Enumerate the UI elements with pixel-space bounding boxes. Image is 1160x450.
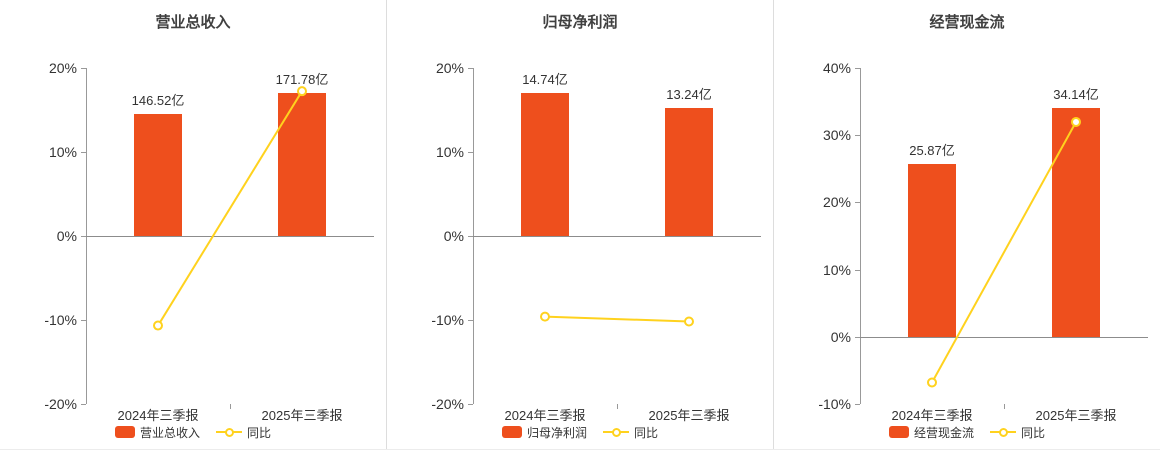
yoy-marker — [540, 311, 550, 322]
legend-label: 营业总收入 — [139, 425, 200, 440]
bar-value-label: 25.87亿 — [909, 142, 955, 158]
legend-item-bar[interactable]: 经营现金流 — [888, 424, 974, 441]
y-axis-tick-label: 10% — [822, 261, 851, 278]
legend-item-line[interactable]: 同比 — [990, 424, 1045, 441]
series-bar — [521, 93, 569, 236]
y-axis-tick — [855, 68, 860, 69]
bar-value-label: 14.74亿 — [522, 72, 568, 88]
y-axis-tick-label: 20% — [822, 194, 851, 211]
x-axis-category-label: 2024年三季报 — [504, 408, 586, 423]
legend: 营业总收入 同比 — [0, 424, 386, 440]
y-axis-tick-label: 20% — [48, 60, 77, 76]
legend-label: 同比 — [634, 425, 659, 440]
bar-value-label: 34.14亿 — [1053, 87, 1099, 103]
legend: 归母净利润 同比 — [387, 424, 773, 440]
y-axis-tick-label: -20% — [44, 396, 77, 412]
y-axis-tick-label: 0% — [443, 228, 464, 244]
yoy-marker — [927, 377, 937, 388]
y-axis-tick — [855, 404, 860, 405]
legend-item-line[interactable]: 同比 — [603, 424, 658, 441]
x-axis-category-label: 2025年三季报 — [648, 408, 730, 423]
chart-panel-2: 归母净利润 20% 10% 0% -10% -20% 14.74亿 13.24亿 2024年三季… — [386, 0, 773, 449]
y-axis-tick — [855, 135, 860, 137]
yoy-line-layer — [927, 116, 1081, 388]
legend-item-line[interactable]: 同比 — [216, 424, 271, 441]
x-axis-category-label: 2024年三季报 — [117, 408, 199, 423]
y-axis-tick — [468, 152, 473, 153]
bar-value-label: 171.78亿 — [275, 72, 329, 88]
y-axis-tick-label: -10% — [44, 312, 77, 328]
y-axis-tick-label: -20% — [431, 396, 464, 412]
y-axis-tick — [81, 404, 86, 405]
legend-label: 同比 — [1021, 425, 1046, 440]
y-axis-tick-label: 0% — [830, 328, 851, 345]
y-axis-tick — [468, 236, 473, 237]
y-axis-tick-label: -10% — [431, 312, 464, 328]
series-bar — [665, 107, 713, 236]
legend-bar-swatch — [501, 426, 522, 438]
zero-line — [473, 236, 761, 237]
series-bar — [134, 114, 182, 236]
y-axis-tick — [468, 68, 473, 69]
chart-title: 营业总收入 — [155, 14, 231, 31]
x-axis-category-label: 2025年三季报 — [261, 408, 343, 423]
y-axis-line — [860, 68, 861, 404]
legend-bar-swatch — [888, 426, 909, 438]
chart-panel-1: 营业总收入 20% 10% 0% -10% -20% 146.52亿 171.78亿 2024年… — [0, 0, 386, 449]
bar-value-label: 13.24亿 — [666, 86, 712, 102]
legend-line-marker — [225, 428, 234, 437]
legend-label: 经营现金流 — [913, 425, 974, 440]
legend-line-swatch — [603, 426, 629, 438]
y-axis-tick-label: 30% — [822, 127, 851, 144]
x-axis-category-label: 2025年三季报 — [1035, 408, 1117, 423]
y-axis-tick — [81, 152, 86, 153]
legend-label: 归母净利润 — [526, 425, 587, 440]
series-bar — [1052, 108, 1100, 337]
chart-panel-3: 经营现金流 40% 30% 20% 10% 0% -10% 25.87亿 34.14亿 2024年… — [773, 0, 1160, 449]
y-axis-tick-label: 10% — [48, 144, 77, 160]
yoy-line — [544, 315, 690, 323]
legend-label: 同比 — [247, 425, 272, 440]
y-axis-tick-label: 40% — [822, 60, 851, 76]
y-axis-tick — [855, 336, 860, 338]
legend-line-swatch — [990, 426, 1016, 438]
legend: 经营现金流 同比 — [774, 424, 1160, 440]
legend-line-swatch — [216, 426, 242, 438]
chart-title: 归母净利润 — [542, 14, 618, 31]
y-axis-tick — [468, 320, 473, 321]
chart-title: 经营现金流 — [929, 14, 1005, 31]
x-axis-category-label: 2024年三季报 — [891, 408, 973, 423]
yoy-marker — [153, 320, 163, 331]
x-axis-tick — [230, 404, 231, 409]
legend-bar-swatch — [114, 426, 135, 438]
x-axis-tick — [1004, 404, 1005, 409]
yoy-marker — [684, 316, 694, 327]
legend-item-bar[interactable]: 营业总收入 — [114, 424, 200, 441]
legend-item-bar[interactable]: 归母净利润 — [501, 424, 587, 441]
y-axis-tick — [855, 202, 860, 204]
y-axis-tick-label: 20% — [435, 60, 464, 76]
series-bar — [908, 163, 956, 337]
series-bar — [278, 93, 326, 236]
y-axis-tick — [81, 236, 86, 237]
y-axis-tick-label: 10% — [435, 144, 464, 160]
zero-line — [860, 336, 1148, 338]
legend-line-marker — [999, 428, 1008, 437]
y-axis-tick — [855, 269, 860, 271]
y-axis-tick — [468, 404, 473, 405]
y-axis-tick — [81, 68, 86, 69]
zero-line — [86, 236, 374, 237]
x-axis-tick — [617, 404, 618, 409]
legend-line-marker — [612, 428, 621, 437]
y-axis-tick-label: 0% — [56, 228, 77, 244]
bar-value-label: 146.52亿 — [131, 93, 185, 109]
y-axis-tick — [81, 320, 86, 321]
y-axis-tick-label: -10% — [818, 396, 851, 412]
